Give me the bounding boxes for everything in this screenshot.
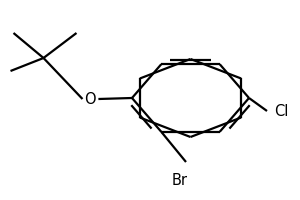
Text: Cl: Cl [274, 104, 289, 118]
Text: Br: Br [172, 173, 188, 188]
Text: O: O [84, 92, 96, 106]
